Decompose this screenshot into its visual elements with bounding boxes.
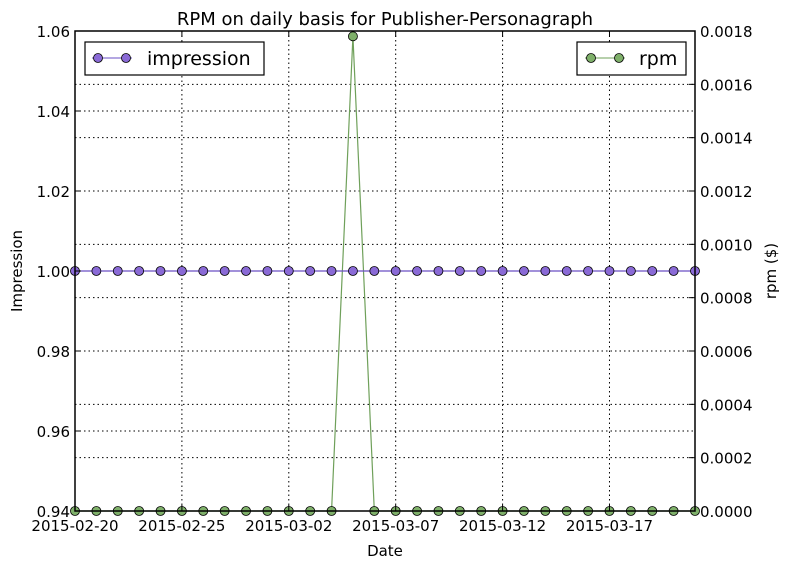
legend-impression-marker <box>121 53 131 63</box>
y-right-tick-label: 0.0016 <box>700 76 753 94</box>
impression-series <box>70 266 700 276</box>
y-right-tick-label: 0.0008 <box>700 290 753 308</box>
y-left-tick-label: 1.04 <box>37 103 70 121</box>
impression-point <box>647 266 658 276</box>
y-left-tick-label: 0.98 <box>37 343 70 361</box>
x-tick-label: 2015-02-20 <box>31 517 118 535</box>
impression-point <box>176 266 187 276</box>
impression-point <box>369 266 380 276</box>
y-right-tick-label: 0.0002 <box>700 450 753 468</box>
legend-impression: impression <box>84 41 265 76</box>
x-tick-label: 2015-03-02 <box>245 517 332 535</box>
legend-rpm-marker <box>586 53 596 63</box>
impression-point <box>476 266 487 276</box>
impression-point <box>198 266 209 276</box>
impression-point <box>668 266 679 276</box>
impression-point <box>433 266 444 276</box>
rpm-series <box>70 31 700 516</box>
impression-point <box>219 266 230 276</box>
impression-point <box>604 266 615 276</box>
y-left-tick-label: 1.06 <box>37 23 70 41</box>
x-tick-label: 2015-03-12 <box>459 517 546 535</box>
impression-point <box>348 266 358 276</box>
impression-point <box>561 266 572 276</box>
y-left-tick-label: 1.00 <box>37 263 70 281</box>
rpm-line <box>75 36 695 512</box>
x-tick-label: 2015-03-17 <box>566 517 653 535</box>
impression-point <box>305 266 316 276</box>
x-tick-label: 2015-03-07 <box>352 517 439 535</box>
impression-point <box>390 266 401 276</box>
impression-point <box>412 266 422 276</box>
y-axis-right-ticks: 0.0000 0.0002 0.0004 0.0006 0.0008 0.0010 0.00… <box>689 23 753 521</box>
impression-point <box>241 266 251 276</box>
impression-point <box>326 266 337 276</box>
impression-point <box>454 266 465 276</box>
y-left-tick-label: 0.96 <box>37 423 70 441</box>
impression-point <box>283 266 294 276</box>
impression-point <box>497 266 508 276</box>
impression-point <box>262 266 273 276</box>
y-right-tick-label: 0.0006 <box>700 343 753 361</box>
chart-title: RPM on daily basis for Publisher-Persona… <box>177 9 593 30</box>
legend-rpm-label: rpm <box>639 48 677 70</box>
y-axis-left-ticks: 0.94 0.96 0.98 1.00 1.02 1.04 1.06 <box>37 23 81 521</box>
x-axis-ticks: 2015-02-20 2015-02-25 2015-03-02 2015-03-07… <box>31 31 653 535</box>
impression-point <box>540 266 551 276</box>
y-right-tick-label: 0.0004 <box>700 396 753 414</box>
y-right-tick-label: 0.0012 <box>700 183 753 201</box>
legend-impression-label: impression <box>147 48 251 70</box>
y-right-tick-label: 0.0014 <box>700 130 753 148</box>
y-left-tick-label: 1.02 <box>37 183 70 201</box>
y-right-tick-label: 0.0000 <box>700 503 753 521</box>
impression-point <box>134 266 145 276</box>
impression-point <box>519 266 529 276</box>
impression-point <box>625 266 636 276</box>
x-axis-label: Date <box>367 542 403 560</box>
impression-point <box>112 266 123 276</box>
impression-point <box>91 266 102 276</box>
legend-rpm: rpm <box>576 41 687 76</box>
y-right-tick-label: 0.0010 <box>700 236 753 254</box>
x-tick-label: 2015-02-25 <box>138 517 225 535</box>
legend-impression-marker <box>93 53 103 63</box>
y-left-tick-label: 0.94 <box>37 503 70 521</box>
y-axis-left-label: Impression <box>8 230 26 312</box>
impression-point <box>583 266 594 276</box>
y-right-tick-label: 0.0018 <box>700 23 753 41</box>
y-axis-right-label: rpm ($) <box>762 243 780 299</box>
legend-rpm-marker <box>614 53 624 63</box>
impression-point <box>155 266 166 276</box>
rpm-point <box>348 31 358 42</box>
